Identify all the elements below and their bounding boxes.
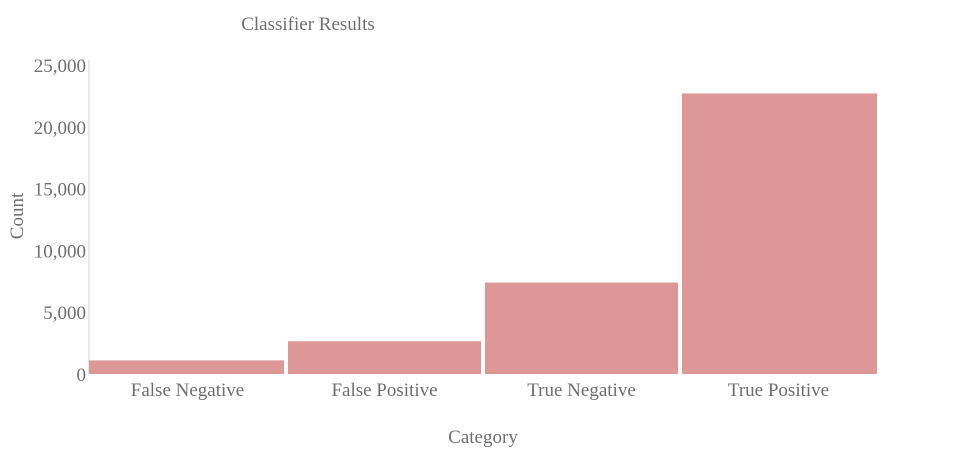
x-tick-label: False Positive (331, 380, 437, 401)
bars (89, 93, 877, 374)
x-tick-label: True Positive (728, 380, 829, 401)
x-tick-label: False Negative (131, 380, 244, 401)
y-tick-label: 10,000 (34, 241, 86, 262)
y-axis-ticks: 0 5,000 10,000 15,000 20,000 25,000 (34, 56, 86, 386)
bar-false-positive (288, 341, 481, 374)
y-tick-label: 0 (77, 365, 87, 386)
x-axis-title: Category (448, 427, 518, 448)
x-tick-label: True Negative (527, 380, 636, 401)
y-tick-label: 15,000 (34, 180, 86, 201)
chart-title: Classifier Results (241, 14, 375, 35)
y-tick-label: 20,000 (34, 118, 86, 139)
y-tick-label: 5,000 (43, 303, 86, 324)
x-axis-ticks: False Negative False Positive True Negativ… (131, 380, 829, 401)
y-axis-title: Count (7, 192, 28, 239)
bar-false-negative (89, 360, 284, 374)
y-tick-label: 25,000 (34, 56, 86, 77)
bar-true-negative (485, 282, 678, 374)
bar-true-positive (682, 93, 877, 374)
